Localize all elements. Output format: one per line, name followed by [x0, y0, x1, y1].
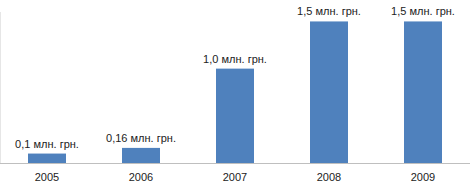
bar — [310, 21, 348, 163]
data-label: 0,16 млн. грн. — [106, 132, 176, 144]
x-tick-label: 2007 — [223, 171, 247, 183]
bars — [28, 21, 442, 163]
bar — [216, 69, 254, 163]
y-axis-line — [0, 12, 1, 163]
chart-svg: 0,1 млн. грн. 0,16 млн. грн. 1,0 млн. грн.… — [0, 0, 470, 188]
x-tick-label: 2006 — [129, 171, 153, 183]
x-axis-line — [0, 163, 470, 164]
data-label: 1,5 млн. грн. — [391, 5, 455, 17]
x-tick-label: 2009 — [411, 171, 435, 183]
bar — [122, 148, 160, 163]
data-label: 1,5 млн. грн. — [297, 5, 361, 17]
data-label: 0,1 млн. грн. — [15, 138, 79, 150]
chart-container: 0,1 млн. грн. 0,16 млн. грн. 1,0 млн. грн.… — [0, 0, 470, 188]
x-tick-label: 2005 — [35, 171, 59, 183]
bar — [28, 154, 66, 163]
bar — [404, 21, 442, 163]
data-label: 1,0 млн. грн. — [203, 53, 267, 65]
x-tick-label: 2008 — [317, 171, 341, 183]
